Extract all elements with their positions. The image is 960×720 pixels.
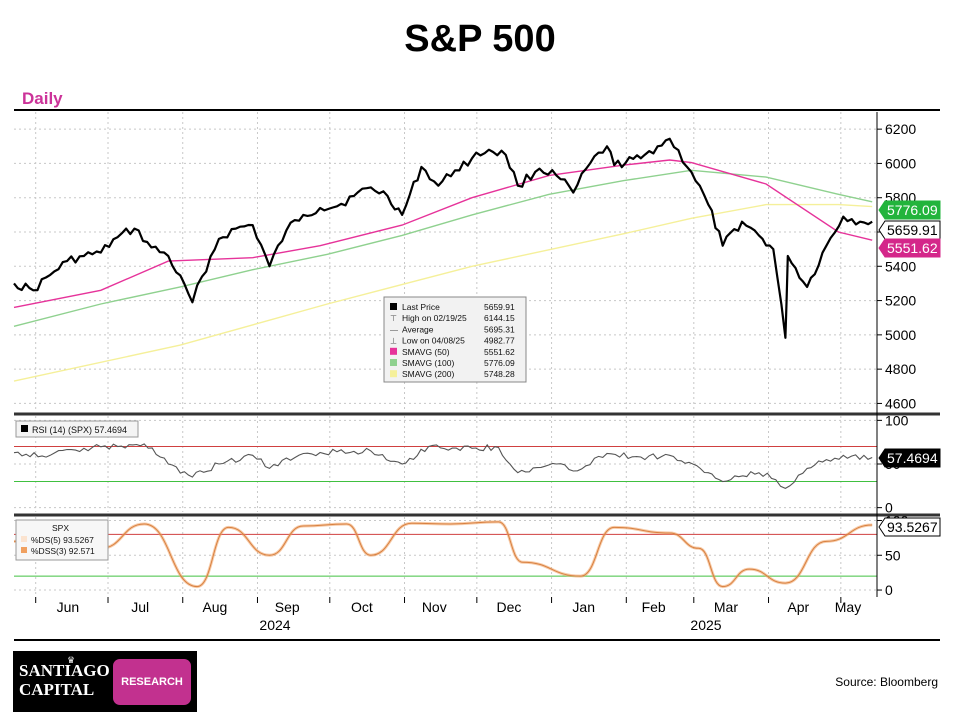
stoch-legend: SPX %DS(5) 93.5267%DSS(3) 92.571	[15, 519, 109, 561]
sma50-tag-shape	[878, 238, 941, 258]
last-price-tag: 5659.91	[878, 220, 941, 240]
sma100-line	[13, 169, 873, 327]
legend-value: 5695.31	[484, 324, 515, 334]
legend-value: 5659.91	[484, 302, 515, 312]
stoch-legend-title: SPX	[52, 523, 69, 533]
stoch-ytick-label: 0	[885, 582, 893, 598]
rsi-ytick-label: 100	[885, 412, 909, 428]
source-note: Source: Bloomberg	[835, 675, 938, 689]
x-tick-label-month: Mar	[714, 599, 738, 615]
sma200-line	[13, 203, 873, 382]
x-tick-label-month: Oct	[351, 599, 373, 615]
price-ytick-label: 5200	[885, 293, 916, 309]
legend-value: 5551.62	[484, 347, 515, 357]
sma50-line	[13, 159, 873, 309]
legend-glyph: ⊥	[390, 337, 397, 346]
legend-label: Average	[402, 324, 434, 334]
rsi-legend-label: RSI (14) (SPX) 57.4694	[32, 425, 127, 435]
price-ytick-label: 6200	[885, 121, 916, 137]
last-price-tag-value: 5659.91	[887, 222, 938, 238]
stoch-legend-ds: %DS(5) 93.5267	[31, 535, 94, 545]
rsi-ytick-label: 0	[885, 500, 893, 516]
rsi-current-tag-value: 57.4694	[887, 450, 938, 466]
logo-line-2: CAPITAL	[19, 680, 95, 699]
sma100-tag: 5776.09	[878, 200, 941, 220]
price-ytick-label: 5000	[885, 327, 916, 343]
logo-text: SANTIAGO CAPITAL	[19, 661, 110, 699]
x-tick-label-month: Jul	[131, 599, 149, 615]
period-label: Daily	[22, 89, 63, 108]
price-ytick-label: 6000	[885, 155, 916, 171]
rsi-legend-swatch	[21, 425, 28, 432]
x-label-year-2024: 2024	[259, 617, 290, 633]
legend-label: SMAVG (200)	[402, 369, 454, 379]
legend-swatch	[390, 370, 397, 378]
legend-glyph: —	[390, 325, 398, 334]
x-tick-label-month: May	[835, 599, 861, 615]
rsi-line	[13, 443, 873, 490]
stoch-panel-bg	[14, 517, 877, 597]
legend-value: 4982.77	[484, 336, 515, 346]
x-tick-label-month: Jan	[572, 599, 595, 615]
research-badge: RESEARCH	[113, 659, 191, 705]
legend-value: 5776.09	[484, 358, 515, 368]
legend-label: SMAVG (100)	[402, 358, 454, 368]
price-ytick-label: 4600	[885, 395, 916, 411]
stoch-legend-swatch-ds	[21, 536, 27, 542]
price-ytick-label: 4800	[885, 361, 916, 377]
legend-label: Last Price	[402, 302, 440, 312]
legend-swatch	[390, 303, 397, 310]
legend-label: High on 02/19/25	[402, 313, 467, 323]
sma100-tag-shape	[878, 200, 941, 220]
price-legend-box	[383, 296, 527, 383]
x-tick-label-month: Apr	[787, 599, 809, 615]
x-tick-label-month: Aug	[202, 599, 227, 615]
sma50-tag: 5551.62	[878, 238, 941, 258]
top-rule	[14, 109, 940, 111]
price-legend: Last Price 5659.91 ⊤ High on 02/19/25 6144.1…	[383, 296, 527, 383]
legend-label: SMAVG (50)	[402, 347, 450, 357]
stoch-legend-dss: %DSS(3) 92.571	[31, 546, 95, 556]
rsi-legend: RSI (14) (SPX) 57.4694	[15, 420, 139, 438]
stoch-ds-line	[13, 521, 873, 588]
rsi-current-tag: 57.4694	[878, 448, 941, 468]
rsi-legend-box	[15, 420, 139, 438]
legend-value: 5748.28	[484, 369, 515, 379]
legend-glyph: ⊤	[390, 314, 397, 323]
bottom-rule	[14, 639, 940, 641]
x-label-year-2025: 2025	[690, 617, 721, 633]
x-tick-label-month: Nov	[422, 599, 447, 615]
logo-line-1: SANTIAGO	[19, 661, 110, 680]
x-tick-label-month: Jun	[57, 599, 80, 615]
x-tick-label-month: Feb	[642, 599, 666, 615]
legend-swatch	[390, 359, 397, 366]
x-tick-label-month: Sep	[275, 599, 300, 615]
legend-label: Low on 04/08/25	[402, 336, 465, 346]
stoch-ytick-label: 50	[885, 547, 901, 563]
stoch-legend-swatch-dss	[21, 547, 27, 553]
stoch-legend-box	[15, 519, 109, 561]
price-ytick-label: 5400	[885, 258, 916, 274]
stoch-current-tag-value: 93.5267	[887, 519, 938, 535]
x-tick-label-month: Dec	[497, 599, 522, 615]
legend-value: 6144.15	[484, 313, 515, 323]
legend-swatch	[390, 347, 397, 355]
price-line	[13, 137, 873, 339]
last-price-tag-shape	[878, 220, 941, 240]
stoch-current-tag-shape	[878, 517, 941, 537]
chart-title: S&P 500	[404, 18, 556, 60]
sma50-tag-value: 5551.62	[887, 240, 938, 256]
rsi-current-tag-shape	[878, 448, 941, 468]
crown-icon: ♛	[67, 655, 76, 665]
stoch-current-tag: 93.5267	[878, 517, 941, 537]
sma100-tag-value: 5776.09	[887, 202, 938, 218]
santiago-capital-logo: ♛ SANTIAGO CAPITAL RESEARCH	[13, 651, 197, 712]
